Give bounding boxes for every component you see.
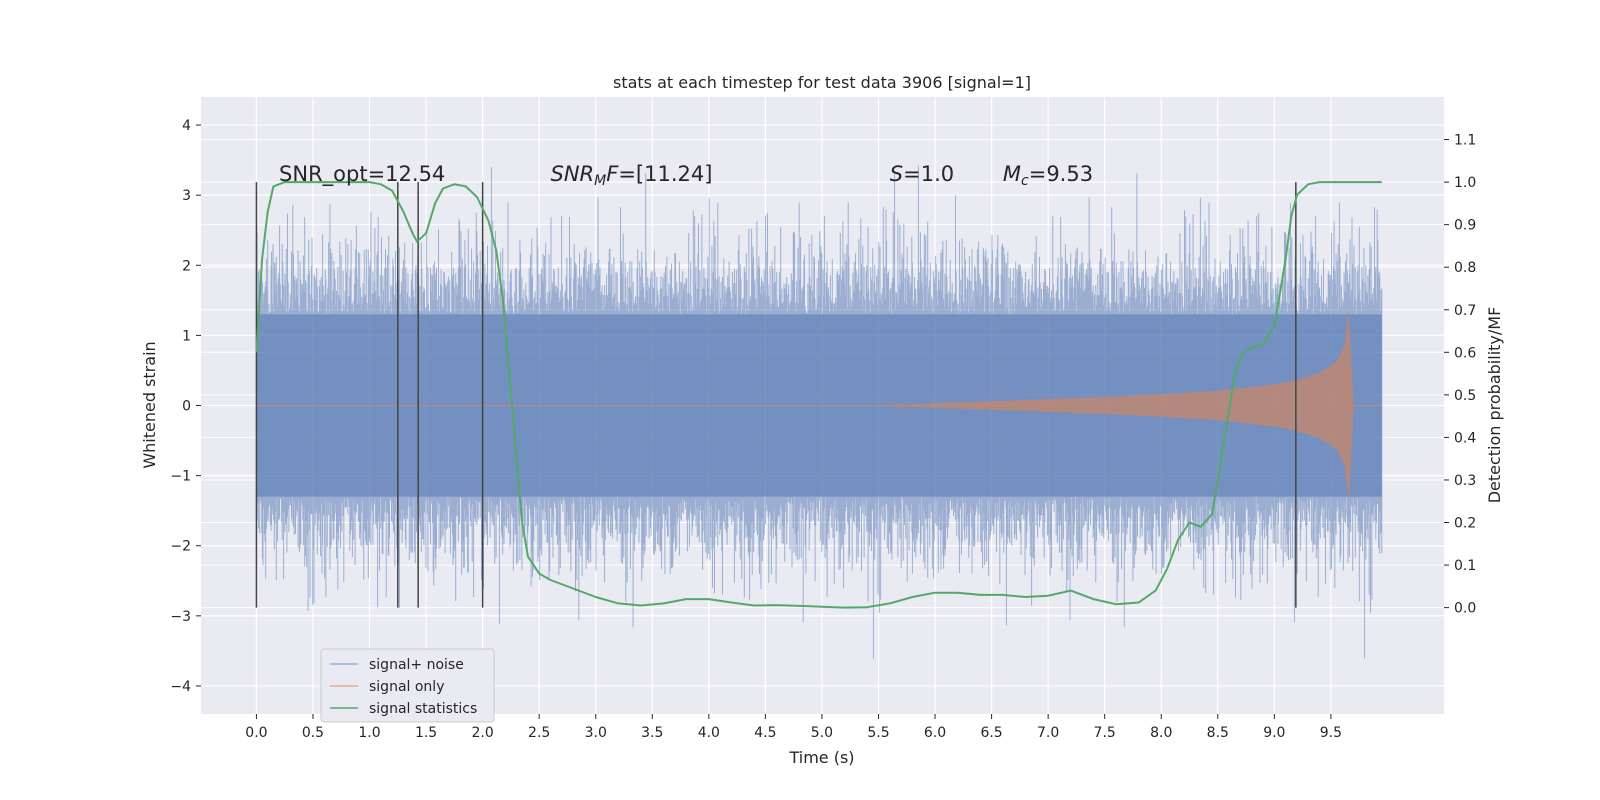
x-tick-label: 4.0 <box>698 725 720 741</box>
annotation: SNRMF=[11.24] <box>550 162 712 189</box>
y-tick-label: 4 <box>182 118 191 134</box>
chart-title: stats at each timestep for test data 390… <box>613 73 1031 92</box>
annotation: S=1.0 <box>890 162 954 186</box>
x-tick-label: 5.0 <box>811 725 833 741</box>
x-tick-label: 0.5 <box>302 725 324 741</box>
x-tick-label: 8.0 <box>1150 725 1172 741</box>
x-axis-ticks: 0.0 0.5 1.0 1.5 2.0 2.5 3.0 3.5 4.0 4.5 5.0 5.5 6.0 6… <box>245 714 1342 741</box>
x-tick-label: 2.5 <box>528 725 550 741</box>
y-tick-label: −2 <box>170 539 191 555</box>
y2-tick-label: 0.8 <box>1454 260 1476 276</box>
x-tick-label: 8.5 <box>1207 725 1229 741</box>
y-axis-label: Whitened strain <box>140 341 159 468</box>
vertical-markers <box>255 182 1297 608</box>
series-signal-statistics <box>255 181 1382 609</box>
y-tick-label: 1 <box>182 328 191 344</box>
legend-label-signal-statistics: signal statistics <box>369 701 477 717</box>
y2-tick-label: 0.9 <box>1454 218 1476 234</box>
legend: signal+ noise signal only signal statist… <box>320 648 495 723</box>
y2-tick-label: 0.6 <box>1454 345 1476 361</box>
signal-statistics-line <box>255 181 1382 609</box>
legend-box <box>320 648 495 723</box>
signal-only-line <box>256 310 1382 497</box>
series-signal-only <box>256 310 1382 497</box>
annotation: SNR_opt=12.54 <box>279 162 445 187</box>
x-tick-label: 7.0 <box>1037 725 1059 741</box>
x-tick-label: 5.5 <box>867 725 889 741</box>
y2-tick-label: 0.7 <box>1454 303 1476 319</box>
x-tick-label: 9.5 <box>1320 725 1342 741</box>
y2-axis-ticks: 1.1 1.0 0.9 0.8 0.7 0.6 0.5 0.4 0.3 0.2 0.1 0.0 <box>1444 133 1476 617</box>
legend-label-signal-noise: signal+ noise <box>369 657 464 673</box>
y-axis-ticks: 4 3 2 1 0 −1 −2 −3 −4 <box>170 118 201 695</box>
y2-axis-label: Detection probability/MF <box>1485 307 1504 504</box>
y2-tick-label: 0.2 <box>1454 516 1476 532</box>
x-tick-label: 1.5 <box>415 725 437 741</box>
x-tick-label: 0.0 <box>245 725 267 741</box>
x-tick-label: 1.0 <box>358 725 380 741</box>
y2-tick-label: 0.4 <box>1454 430 1476 446</box>
x-tick-label: 6.0 <box>924 725 946 741</box>
y-tick-label: −3 <box>170 609 191 625</box>
y2-tick-label: 0.1 <box>1454 558 1476 574</box>
annotation: Mc=9.53 <box>1003 162 1093 189</box>
annotations: SNR_opt=12.54 SNRMF=[11.24] S=1.0 Mc=9.53 <box>279 162 1093 189</box>
y2-tick-label: 1.0 <box>1454 175 1476 191</box>
y-tick-label: −1 <box>170 469 191 485</box>
x-tick-label: 3.0 <box>585 725 607 741</box>
x-tick-label: 2.0 <box>471 725 493 741</box>
y2-tick-label: 0.3 <box>1454 473 1476 489</box>
x-tick-label: 3.5 <box>641 725 663 741</box>
x-tick-label: 6.5 <box>980 725 1002 741</box>
y-tick-label: 3 <box>182 188 191 204</box>
y-tick-label: −4 <box>170 679 191 695</box>
y-tick-label: 2 <box>182 258 191 274</box>
x-tick-label: 4.5 <box>754 725 776 741</box>
x-axis-label: Time (s) <box>788 748 854 767</box>
y2-tick-label: 0.0 <box>1454 601 1476 617</box>
x-tick-label: 7.5 <box>1094 725 1116 741</box>
legend-label-signal-only: signal only <box>369 679 444 695</box>
y2-tick-label: 0.5 <box>1454 388 1476 404</box>
x-tick-label: 9.0 <box>1263 725 1285 741</box>
y-tick-label: 0 <box>182 399 191 415</box>
y2-tick-label: 1.1 <box>1454 133 1476 149</box>
